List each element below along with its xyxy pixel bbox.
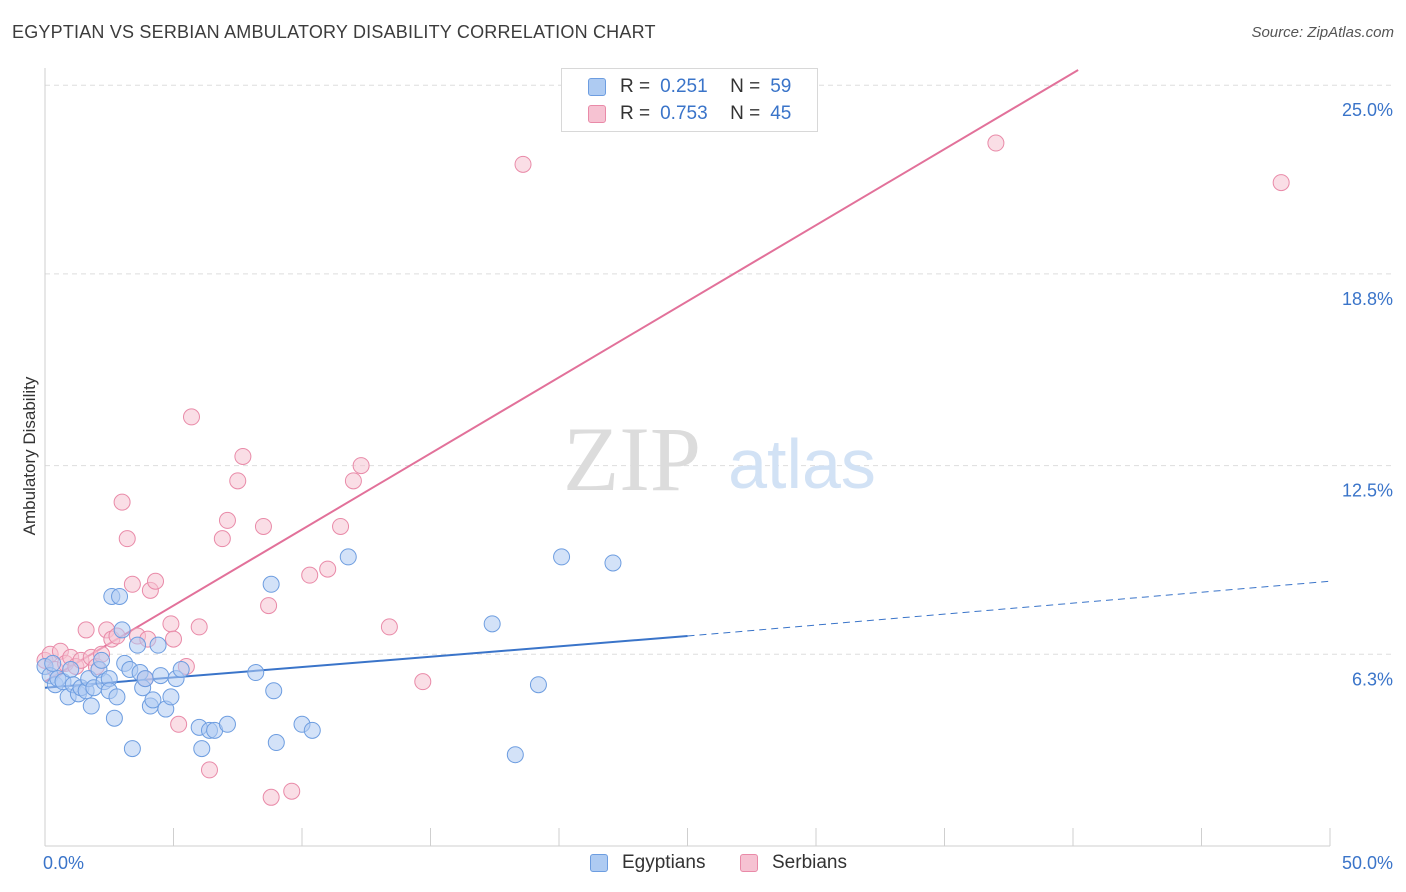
egyptians-point [339, 548, 357, 566]
serbians-point [987, 134, 1005, 152]
y-tick-label: 12.5% [1342, 481, 1393, 501]
serbians-point [260, 597, 278, 615]
tick-labels: 6.3% 12.5% 18.8% 25.0% 0.0% 50.0% [43, 100, 1393, 873]
egyptians-point [105, 709, 123, 727]
legend-item-serbians[interactable]: Serbians [740, 852, 847, 874]
egyptians-point [136, 670, 154, 688]
legend-item-egyptians[interactable]: Egyptians [590, 852, 705, 874]
y-tick-label: 6.3% [1352, 669, 1393, 689]
serbians-point [344, 472, 362, 490]
egyptians-legend-swatch [590, 854, 608, 872]
legend-row-egyptians: R = 0.251 N = 59 [588, 75, 791, 99]
y-tick-label: 18.8% [1342, 289, 1393, 309]
egyptians-swatch [588, 78, 606, 96]
egyptians-point [247, 664, 265, 682]
serbians-point [218, 511, 236, 529]
trend-lines [44, 69, 1331, 689]
serbians-point [380, 618, 398, 636]
serbians-point [301, 566, 319, 584]
serbians-point [123, 575, 141, 593]
r-label: R = [620, 76, 651, 97]
serbians-n-value: 45 [770, 103, 792, 124]
serbians-legend-swatch [740, 854, 758, 872]
serbians-point [234, 447, 252, 465]
serbians-point [414, 673, 432, 691]
egyptians-point [149, 636, 167, 654]
egyptians-point [604, 554, 622, 572]
egyptians-point [193, 740, 211, 758]
chart-title: EGYPTIAN VS SERBIAN AMBULATORY DISABILIT… [12, 22, 656, 42]
egyptians-n-value: 59 [770, 76, 792, 97]
serbians-trend-line [44, 69, 1079, 683]
egyptians-point [62, 660, 80, 678]
x-tick-label: 0.0% [43, 853, 84, 873]
egyptians-point [162, 688, 180, 706]
serbians-point [170, 715, 188, 733]
egyptians-legend-label: Egyptians [622, 852, 706, 873]
serbians-point [319, 560, 337, 578]
serbians-legend-label: Serbians [772, 852, 847, 873]
egyptians-point [506, 746, 524, 764]
egyptians-point [152, 667, 170, 685]
serbians-point [147, 572, 165, 590]
serbians-point [514, 155, 532, 173]
serbians-point [283, 782, 301, 800]
watermark-zip: ZIP [563, 408, 701, 510]
y-tick-label: 25.0% [1342, 100, 1393, 120]
serbians-point [190, 618, 208, 636]
legend-row-serbians: R = 0.753 N = 45 [588, 102, 791, 126]
n-label: N = [730, 76, 761, 97]
egyptians-point [44, 654, 62, 672]
x-tick-label: 50.0% [1342, 853, 1393, 873]
y-axis-label: Ambulatory Disability [20, 376, 39, 535]
serbians-point [254, 517, 272, 535]
egyptians-point [82, 697, 100, 715]
stats-legend: R = 0.251 N = 59 R = 0.753 N = 45 [561, 68, 818, 132]
axes [44, 68, 1331, 847]
egyptians-point [218, 715, 236, 733]
serbians-point [213, 530, 231, 548]
egyptians-point [111, 587, 129, 605]
serbians-point [200, 761, 218, 779]
egyptians-point [267, 734, 285, 752]
egyptians-point [172, 660, 190, 678]
egyptians-trend-extension [687, 580, 1331, 637]
serbians-point [229, 472, 247, 490]
serbians-point [113, 493, 131, 511]
r-label: R = [620, 103, 651, 124]
egyptians-r-value: 0.251 [660, 76, 708, 97]
serbians-point [332, 517, 350, 535]
serbians-point [352, 457, 370, 475]
grid [45, 84, 1392, 655]
egyptians-point [113, 621, 131, 639]
serbians-r-value: 0.753 [660, 103, 708, 124]
serbians-swatch [588, 105, 606, 123]
egyptians-point [108, 688, 126, 706]
egyptians-point [129, 636, 147, 654]
serbians-point [262, 788, 280, 806]
egyptians-point [483, 615, 501, 633]
serbians-point [118, 530, 136, 548]
egyptians-point [93, 651, 111, 669]
serbians-point [1272, 174, 1290, 192]
egyptians-point [262, 575, 280, 593]
egyptians-point [123, 740, 141, 758]
source-label: Source: ZipAtlas.com [1251, 24, 1394, 41]
serbians-point [182, 408, 200, 426]
egyptians-point [265, 682, 283, 700]
egyptians-point [553, 548, 571, 566]
egyptians-point [303, 721, 321, 739]
serbians-point [165, 630, 182, 648]
egyptians-point [529, 676, 547, 694]
egyptians-point [144, 691, 162, 709]
watermark-atlas: atlas [728, 425, 876, 503]
n-label: N = [730, 103, 761, 124]
egyptians-points [36, 548, 622, 764]
serbians-point [162, 615, 180, 633]
serbians-point [77, 621, 95, 639]
